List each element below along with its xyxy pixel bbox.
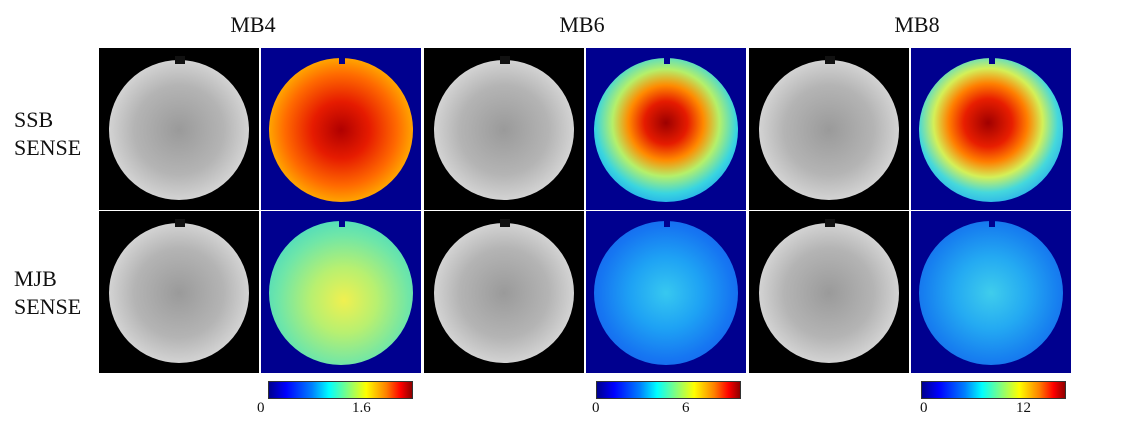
- mb6-mjb-gfactor-map: [586, 211, 746, 373]
- mb4-ssb-magnitude-image: [99, 48, 259, 210]
- row-label-line: SENSE: [14, 135, 82, 160]
- mb8-mjb-gfactor-map: [911, 211, 1071, 373]
- mb6-mjb-magnitude-image: [424, 211, 584, 373]
- colorbar-mb4: [268, 381, 413, 399]
- colorbar-mb8: [921, 381, 1066, 399]
- row-label-line: SSB: [14, 107, 54, 132]
- mb6-ssb-gfactor-map: [586, 48, 746, 210]
- colorbar-mb6: [596, 381, 741, 399]
- mb8-ssb-magnitude-image: [749, 48, 909, 210]
- row-label-line: MJB: [14, 266, 57, 291]
- column-title-mb6: MB6: [559, 12, 605, 37]
- mb4-ssb-gfactor-map: [261, 48, 421, 210]
- mb8-ssb-gfactor-map: [911, 48, 1071, 210]
- colorbar-mb8-mid-label: 12: [1016, 400, 1031, 416]
- column-title-mb4: MB4: [230, 12, 276, 37]
- mb8-mjb-magnitude-image: [749, 211, 909, 373]
- colorbar-mb8-min-label: 0: [920, 400, 928, 416]
- row-label-line: SENSE: [14, 294, 82, 319]
- colorbar-mb4-mid-label: 1.6: [352, 400, 371, 416]
- row-label-ssb-sense: SSB SENSE: [14, 106, 81, 162]
- colorbar-mb6-min-label: 0: [592, 400, 600, 416]
- mb4-mjb-magnitude-image: [99, 211, 259, 373]
- mb4-mjb-gfactor-map: [261, 211, 421, 373]
- colorbar-mb4-min-label: 0: [257, 400, 265, 416]
- column-title-mb8: MB8: [894, 12, 940, 37]
- row-label-mjb-sense: MJB SENSE: [14, 265, 81, 321]
- mb6-ssb-magnitude-image: [424, 48, 584, 210]
- colorbar-mb6-mid-label: 6: [682, 400, 690, 416]
